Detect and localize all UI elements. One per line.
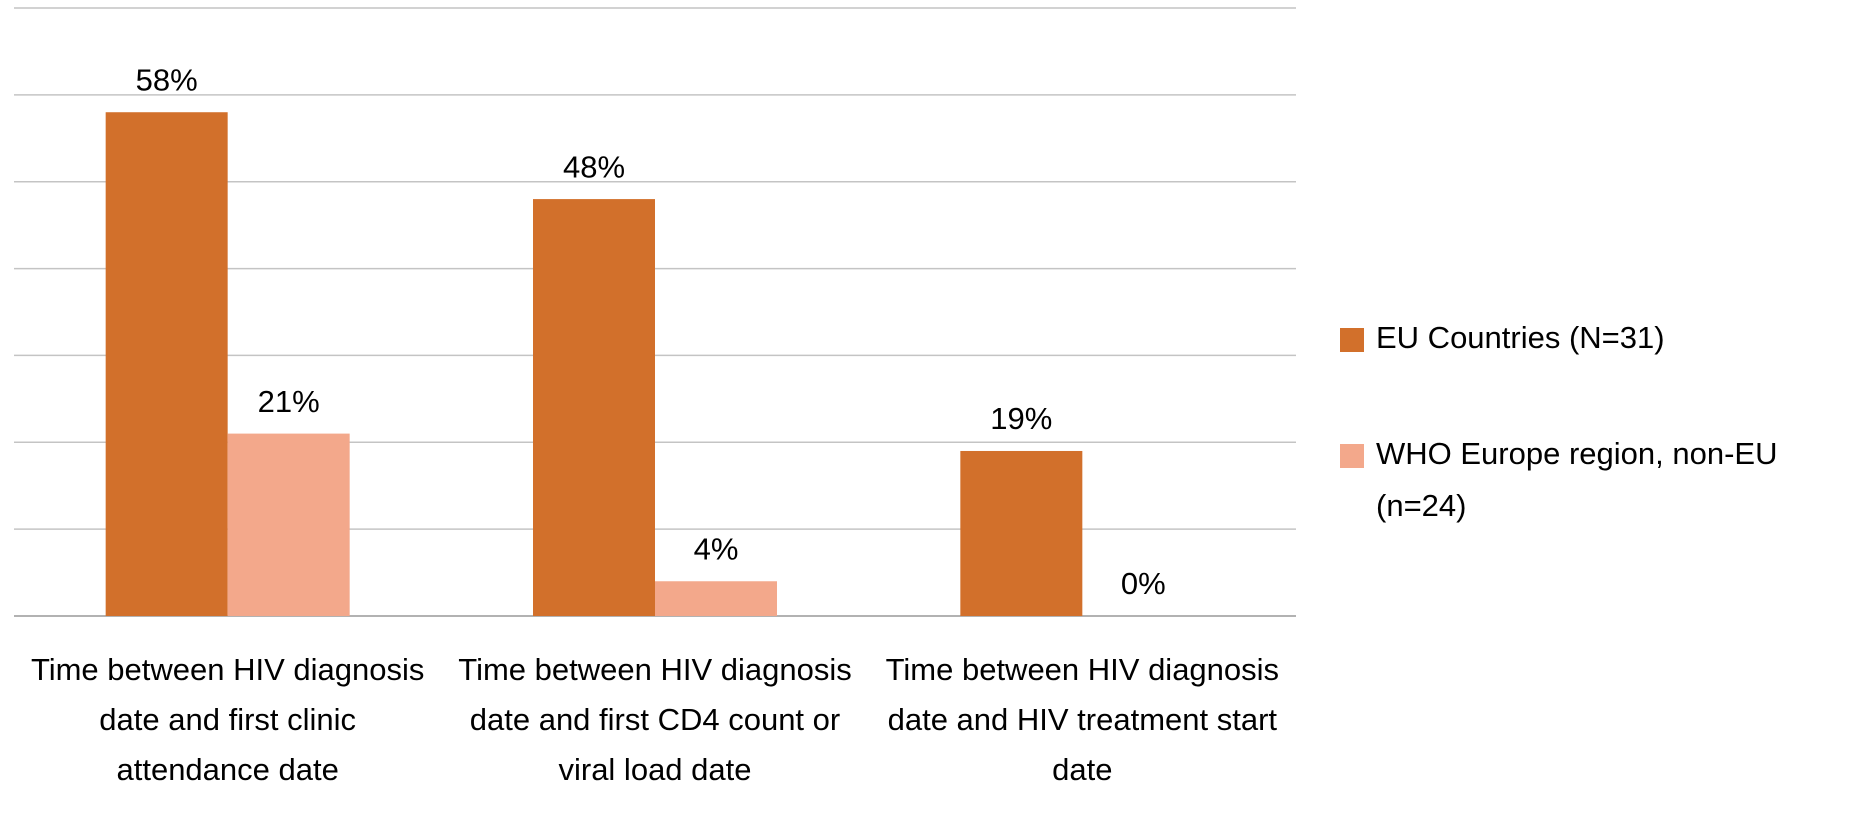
legend-swatch xyxy=(1340,328,1364,352)
data-label: 21% xyxy=(258,384,320,419)
text-line: Time between HIV diagnosis xyxy=(886,652,1279,687)
data-label: 48% xyxy=(563,149,625,184)
data-label: 0% xyxy=(1121,566,1166,601)
text-line: date xyxy=(1052,752,1112,787)
text-line: viral load date xyxy=(558,752,751,787)
data-label: 58% xyxy=(136,62,198,97)
text-line: EU Countries (N=31) xyxy=(1376,320,1665,355)
text-line: (n=24) xyxy=(1376,488,1466,523)
bar xyxy=(960,450,1083,616)
text-line: date and first CD4 count or xyxy=(470,702,840,737)
text-line: Time between HIV diagnosis xyxy=(458,652,851,687)
text-line: attendance date xyxy=(116,752,338,787)
text-line: WHO Europe region, non-EU xyxy=(1376,436,1777,471)
legend-label: WHO Europe region, non-EU (n=24) xyxy=(1376,436,1777,523)
text-line: Time between HIV diagnosis xyxy=(31,652,424,687)
bar xyxy=(105,112,228,616)
bar xyxy=(227,433,350,616)
text-line: date and first clinic xyxy=(99,702,356,737)
data-label: 19% xyxy=(990,401,1052,436)
bar xyxy=(533,199,655,617)
bar xyxy=(655,581,777,616)
x-tick-label: Time between HIV diagnosis date and HIV t… xyxy=(886,652,1279,787)
data-label: 4% xyxy=(694,531,739,566)
x-tick-label: Time between HIV diagnosis date and first… xyxy=(458,652,851,787)
legend-label: EU Countries (N=31) xyxy=(1376,320,1665,355)
x-tick-label: Time between HIV diagnosis date and first… xyxy=(31,652,424,787)
text-line: date and HIV treatment start xyxy=(888,702,1278,737)
legend-swatch xyxy=(1340,444,1364,468)
